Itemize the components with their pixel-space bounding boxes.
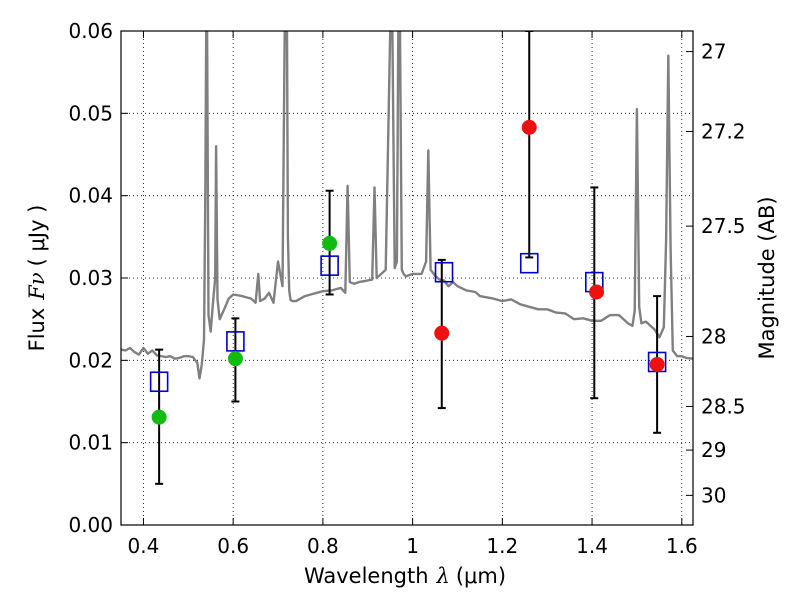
- x-tick-label: 1.6: [666, 534, 698, 558]
- model-points-square-marker: [149, 371, 169, 393]
- x-tick-label: 1: [406, 534, 419, 558]
- spectrum-line: [121, 31, 693, 380]
- x-tick-label: 0.6: [217, 534, 249, 558]
- y-axis-label: FluxFν( μJy ): [25, 205, 49, 352]
- x-tick-label: 0.8: [307, 534, 339, 558]
- detections-circle-marker: [322, 235, 338, 251]
- y-tick-label: 0.01: [68, 431, 113, 455]
- x-tick-label: 0.4: [128, 534, 160, 558]
- marker-layer: [149, 119, 667, 425]
- model-points-square-marker: [320, 255, 339, 276]
- measurements-circle-marker: [434, 325, 450, 341]
- detections-circle-marker: [227, 351, 243, 367]
- right-tick-label: 27.2: [701, 119, 746, 143]
- y-tick-label: 0.05: [68, 101, 113, 125]
- right-tick-label: 30: [701, 483, 726, 507]
- detections-circle-marker: [151, 409, 167, 425]
- model-points-square-marker: [434, 261, 454, 283]
- tick-layer: 0.4 0.6 0.8 1 1.2 1.4 1.6 0.00 0.01 0.02 0.03 0.04 0…: [68, 19, 745, 558]
- x-tick-label: 1.4: [576, 534, 608, 558]
- spectrum-layer: [121, 31, 693, 380]
- y-tick-label: 0.04: [68, 184, 113, 208]
- measurements-circle-marker: [649, 356, 665, 372]
- right-tick-label: 28: [701, 324, 726, 348]
- y-tick-label: 0.03: [68, 266, 113, 290]
- grid-lines: [121, 31, 693, 525]
- right-tick-label: 29: [701, 438, 726, 462]
- measurements-circle-marker: [521, 119, 537, 135]
- right-tick-label: 27: [701, 40, 726, 64]
- right-axis-label: Magnitude (AB): [755, 196, 779, 359]
- y-tick-label: 0.06: [68, 19, 113, 43]
- model-points-square-marker: [519, 252, 539, 274]
- y-tick-label: 0.02: [68, 348, 113, 372]
- right-tick-label: 28.5: [701, 394, 746, 418]
- right-tick-label: 27.5: [701, 214, 746, 238]
- x-axis-label: Wavelength λ (μm): [304, 564, 506, 588]
- model-points-square-marker: [226, 331, 245, 352]
- x-tick-label: 1.2: [486, 534, 518, 558]
- y-tick-label: 0.00: [68, 513, 113, 537]
- measurements-circle-marker: [589, 284, 605, 300]
